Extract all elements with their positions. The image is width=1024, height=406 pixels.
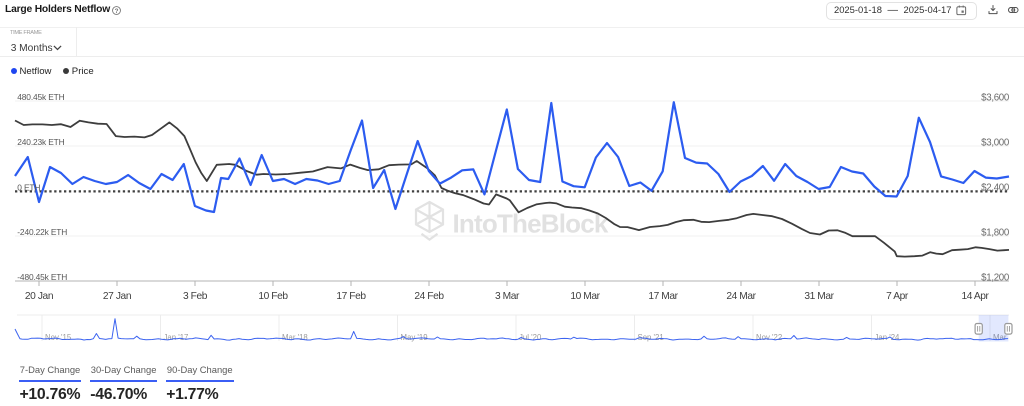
svg-text:IntoTheBlock: IntoTheBlock	[453, 209, 609, 239]
svg-text:480.45k ETH: 480.45k ETH	[17, 92, 64, 102]
svg-text:3 Feb: 3 Feb	[183, 291, 208, 302]
svg-text:Jan '24: Jan '24	[875, 333, 901, 342]
svg-text:10 Feb: 10 Feb	[258, 291, 288, 302]
svg-text:0 ETH: 0 ETH	[17, 183, 40, 193]
svg-text:Jan '17: Jan '17	[164, 333, 189, 342]
svg-text:$3,000: $3,000	[981, 137, 1010, 148]
svg-text:10 Mar: 10 Mar	[570, 291, 600, 302]
svg-text:$1,200: $1,200	[981, 272, 1010, 283]
svg-text:Sep '21: Sep '21	[638, 333, 664, 342]
svg-text:-240.22k ETH: -240.22k ETH	[17, 227, 67, 237]
svg-text:Mar '25: Mar '25	[993, 333, 1019, 342]
svg-text:3 Mar: 3 Mar	[495, 291, 520, 302]
svg-text:$1,800: $1,800	[981, 227, 1010, 238]
svg-text:?: ?	[115, 8, 119, 15]
svg-text:Nov '15: Nov '15	[45, 333, 72, 342]
svg-text:17 Mar: 17 Mar	[648, 291, 678, 302]
svg-text:Jul '20: Jul '20	[519, 333, 542, 342]
svg-text:17 Feb: 17 Feb	[336, 291, 366, 302]
svg-text:24 Feb: 24 Feb	[414, 291, 444, 302]
svg-text:27 Jan: 27 Jan	[103, 291, 131, 302]
svg-text:240.23k ETH: 240.23k ETH	[17, 137, 64, 147]
svg-text:May '19: May '19	[401, 333, 428, 342]
svg-text:20 Jan: 20 Jan	[25, 291, 53, 302]
svg-text:24 Mar: 24 Mar	[726, 291, 756, 302]
svg-text:$2,400: $2,400	[981, 183, 1010, 194]
svg-text:Nov '22: Nov '22	[756, 333, 782, 342]
svg-text:$3,600: $3,600	[981, 92, 1010, 103]
svg-text:Mar '18: Mar '18	[282, 333, 308, 342]
svg-text:14 Apr: 14 Apr	[961, 291, 989, 302]
svg-text:31 Mar: 31 Mar	[804, 291, 834, 302]
svg-text:7 Apr: 7 Apr	[886, 291, 909, 302]
svg-text:-480.45k ETH: -480.45k ETH	[17, 272, 67, 282]
